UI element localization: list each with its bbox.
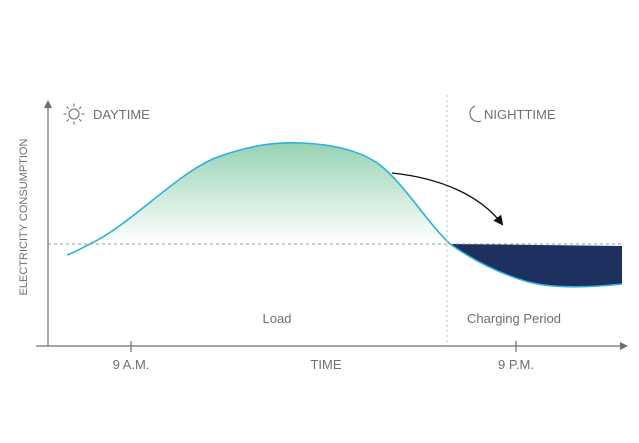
x-axis-arrow	[620, 342, 628, 350]
load-area	[90, 142, 450, 244]
shift-arrow	[391, 172, 504, 226]
x-axis-label: TIME	[310, 357, 341, 372]
x-tick-label: 9 A.M.	[113, 357, 150, 372]
sun-icon	[63, 103, 85, 125]
y-axis-label: ELECTRICITY CONSUMPTION	[18, 139, 30, 296]
x-tick-label: 9 P.M.	[498, 357, 534, 372]
charging-area	[450, 244, 622, 287]
charging-period-label: Charging Period	[467, 311, 561, 326]
moon-icon	[469, 105, 482, 123]
load-label: Load	[263, 311, 292, 326]
daytime-label: DAYTIME	[93, 107, 150, 122]
nighttime-label: NIGHTTIME	[484, 107, 556, 122]
y-axis-arrow	[44, 100, 52, 108]
consumption-curve	[66, 142, 623, 288]
